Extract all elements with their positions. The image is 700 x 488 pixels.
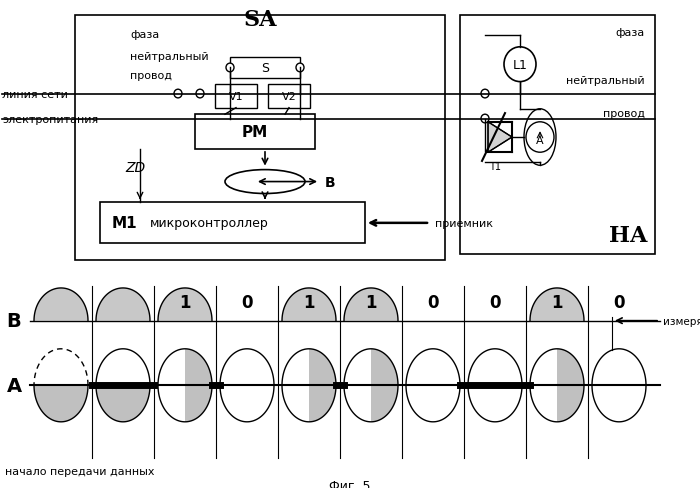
Text: 0: 0 [489,293,500,311]
Circle shape [481,115,489,123]
Text: ZD: ZD [125,161,145,175]
Text: 1: 1 [179,293,190,311]
FancyBboxPatch shape [100,203,365,244]
Text: 0: 0 [241,293,253,311]
Text: L1: L1 [512,59,527,72]
Text: B: B [6,311,22,330]
Text: Фиг. 5: Фиг. 5 [329,479,371,488]
Text: микроконтроллер: микроконтроллер [150,217,269,230]
FancyBboxPatch shape [230,58,300,79]
Polygon shape [158,349,185,422]
Polygon shape [282,349,309,422]
Text: B: B [325,175,335,189]
Circle shape [226,64,234,73]
FancyBboxPatch shape [460,16,655,255]
Polygon shape [530,288,584,321]
Text: электропитания: электропитания [2,114,98,124]
Circle shape [174,90,182,99]
Text: M1: M1 [112,216,138,231]
Text: A: A [6,376,22,395]
Text: 1: 1 [365,293,377,311]
Polygon shape [344,288,398,321]
Text: 0: 0 [613,293,624,311]
Text: начало передачи данных: начало передачи данных [5,466,155,475]
Polygon shape [406,349,460,422]
FancyBboxPatch shape [215,84,257,108]
Text: провод: провод [130,71,172,81]
Text: A: A [536,136,544,146]
Polygon shape [371,349,398,422]
Circle shape [526,122,554,153]
Polygon shape [309,349,336,422]
Text: 1: 1 [303,293,315,311]
Text: S: S [261,62,269,75]
Polygon shape [488,122,512,153]
Text: линия сети: линия сети [2,89,68,100]
Circle shape [296,64,304,73]
Text: нейтральный: нейтральный [566,76,645,86]
Circle shape [481,90,489,99]
Text: приемник: приемник [435,219,493,228]
Polygon shape [557,349,584,422]
Polygon shape [344,349,371,422]
Polygon shape [592,349,646,422]
Polygon shape [96,386,150,422]
Polygon shape [468,349,522,422]
Circle shape [196,90,204,99]
Polygon shape [34,288,88,321]
Text: V1: V1 [229,92,244,102]
Polygon shape [96,288,150,321]
Text: T1: T1 [489,162,501,172]
Text: измеряемая мощность: измеряемая мощность [663,316,700,326]
Text: фаза: фаза [616,27,645,38]
Text: 1: 1 [552,293,563,311]
Polygon shape [158,288,212,321]
Text: V2: V2 [281,92,296,102]
Ellipse shape [225,170,305,194]
Text: фаза: фаза [130,30,160,40]
Polygon shape [96,349,150,386]
Polygon shape [185,349,212,422]
Circle shape [504,48,536,82]
Polygon shape [282,288,336,321]
Polygon shape [34,386,88,422]
Text: нейтральный: нейтральный [130,51,209,61]
Text: 0: 0 [427,293,439,311]
Text: PM: PM [242,125,268,140]
Text: HA: HA [608,224,647,246]
Polygon shape [220,349,274,422]
FancyBboxPatch shape [195,115,315,150]
Text: провод: провод [603,109,645,119]
Polygon shape [530,349,557,422]
FancyBboxPatch shape [75,16,445,260]
Text: SA: SA [244,9,276,31]
FancyBboxPatch shape [268,84,310,108]
